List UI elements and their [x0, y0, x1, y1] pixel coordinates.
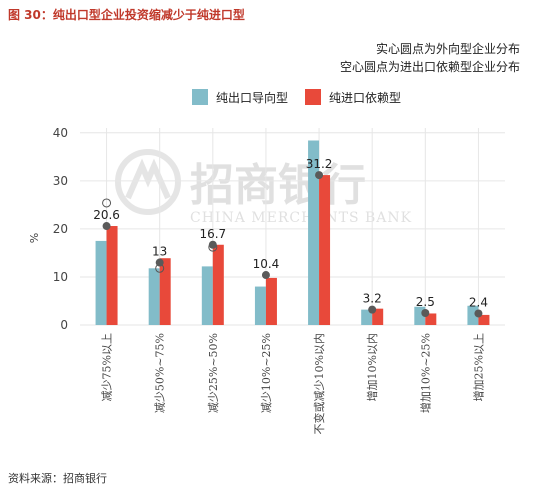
y-tick-label: 40 — [53, 126, 68, 140]
category-label: 增加10%~25% — [418, 333, 432, 413]
bar-import — [159, 258, 171, 325]
legend: 纯出口导向型 纯进口依赖型 — [192, 89, 401, 105]
y-ticks: 0 10 20 30 40 — [53, 126, 68, 332]
bar-import — [212, 244, 224, 325]
data-label: 3.2 — [363, 292, 382, 306]
solid-point — [474, 309, 483, 318]
bar-export — [308, 140, 320, 325]
solid-point — [421, 308, 430, 317]
note-hollow-dots: 空心圆点为进出口依赖型企业分布 — [340, 59, 520, 74]
bar-import — [265, 277, 277, 325]
note-solid-dots: 实心圆点为外向型企业分布 — [376, 41, 520, 56]
data-labels: 20.6 13 16.7 10.4 31.2 3.2 2.5 2.4 — [93, 157, 488, 309]
y-tick-label: 30 — [53, 174, 68, 188]
data-label: 2.5 — [416, 295, 435, 309]
category-label: 减少75%以上 — [101, 333, 114, 401]
bar-export — [414, 306, 426, 325]
data-label: 2.4 — [469, 295, 488, 309]
bar-import — [478, 314, 490, 325]
category-labels: 减少75%以上 减少50%~75% 减少25%~50% 减少10%~25% 不变或减少1… — [101, 333, 486, 434]
points — [102, 171, 483, 318]
legend-label-export: 纯出口导向型 — [216, 90, 288, 105]
category-label: 减少10%~25% — [260, 333, 273, 413]
bar-export — [467, 305, 479, 325]
data-label: 13 — [152, 245, 167, 259]
bar-export — [201, 266, 213, 325]
solid-point — [368, 305, 377, 314]
solid-point — [315, 171, 324, 180]
data-label: 16.7 — [199, 227, 226, 241]
bar-import — [106, 226, 118, 325]
grid — [80, 128, 505, 326]
solid-point — [261, 271, 270, 280]
solid-point — [155, 258, 164, 267]
watermark-cn: 招商银行 — [190, 160, 366, 211]
category-label: 增加25%以上 — [471, 333, 485, 401]
bar-import — [425, 313, 437, 325]
solid-point — [102, 222, 111, 231]
legend-label-import: 纯进口依赖型 — [329, 90, 401, 105]
y-tick-label: 0 — [60, 318, 68, 332]
bars — [95, 140, 490, 325]
category-label: 减少25%~50% — [207, 333, 220, 413]
hollow-point — [102, 198, 112, 208]
watermark-en: CHINA MERCHANTS BANK — [190, 210, 412, 226]
y-axis-label: % — [27, 233, 40, 243]
solid-point — [208, 240, 217, 249]
bar-import — [319, 175, 331, 325]
bar-export — [254, 286, 266, 325]
watermark-logo-mark-icon — [125, 158, 171, 200]
data-label: 20.6 — [93, 208, 120, 222]
bar-export — [148, 268, 160, 325]
legend-swatch-export — [192, 89, 208, 105]
category-label: 增加10%以内 — [365, 333, 379, 401]
category-label: 减少50%~75% — [154, 333, 167, 413]
bar-export — [95, 240, 107, 325]
watermark: 招商银行 CHINA MERCHANTS BANK — [115, 149, 412, 226]
figure-title: 图 30：纯出口型企业投资缩减少于纯进口型 — [8, 8, 245, 22]
category-label: 不变或减少10%以内 — [312, 333, 326, 434]
data-label: 10.4 — [253, 257, 280, 271]
bar-export — [361, 309, 373, 325]
legend-swatch-import — [305, 89, 321, 105]
y-tick-label: 10 — [53, 270, 68, 284]
y-tick-label: 20 — [53, 222, 68, 236]
bar-import — [372, 308, 384, 325]
data-label: 31.2 — [306, 157, 333, 171]
source-note: 资料来源：招商银行 — [8, 472, 107, 485]
watermark-logo-icon — [115, 149, 181, 215]
